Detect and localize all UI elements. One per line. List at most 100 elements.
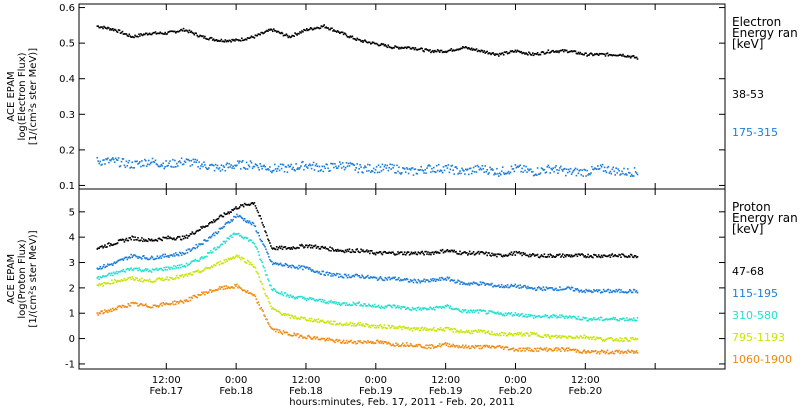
data-point [453, 328, 455, 330]
data-point [307, 334, 310, 337]
data-point [626, 256, 628, 258]
data-point [618, 319, 620, 322]
data-point [403, 325, 405, 328]
data-point [371, 252, 374, 254]
data-point [325, 26, 327, 28]
data-point [387, 304, 390, 306]
data-point [266, 251, 268, 253]
data-point [115, 270, 118, 273]
data-point [466, 346, 468, 349]
data-point [620, 350, 622, 353]
data-point [397, 251, 399, 253]
data-point [237, 256, 239, 258]
data-point [404, 327, 407, 329]
data-point [286, 247, 289, 250]
data-point [250, 223, 253, 226]
data-point [515, 348, 518, 351]
data-point [406, 46, 409, 48]
data-point [173, 303, 175, 306]
data-point [312, 270, 315, 273]
data-point [137, 279, 139, 282]
data-point [371, 170, 374, 173]
data-point [516, 285, 519, 288]
data-point [354, 325, 357, 327]
y-tick-label: 3 [69, 258, 75, 269]
data-point [452, 250, 454, 253]
data-point [301, 30, 303, 32]
data-point [290, 266, 293, 269]
data-point [233, 232, 235, 235]
data-point [500, 347, 503, 349]
data-point [325, 302, 327, 304]
data-point [373, 342, 376, 344]
data-point [433, 166, 435, 169]
data-point [410, 280, 413, 282]
data-point [380, 170, 383, 172]
data-point [514, 283, 517, 286]
data-point [513, 314, 516, 317]
data-point [558, 316, 560, 319]
data-point [118, 29, 121, 32]
data-point [464, 309, 466, 311]
data-point [322, 25, 325, 27]
data-point [392, 343, 394, 346]
data-point [539, 316, 542, 319]
data-point [170, 302, 172, 305]
data-point [144, 240, 146, 242]
data-point [453, 173, 455, 175]
data-point [110, 308, 112, 311]
data-point [507, 52, 510, 54]
data-point [101, 283, 103, 285]
data-point [518, 347, 520, 350]
data-point [170, 254, 172, 256]
data-point [354, 341, 357, 343]
data-point [130, 302, 132, 304]
data-point [484, 332, 486, 335]
data-point [534, 333, 537, 336]
data-point [239, 257, 241, 259]
data-point [434, 346, 436, 348]
data-point [539, 335, 542, 338]
data-point [282, 294, 285, 297]
data-point [408, 329, 411, 331]
data-point [171, 303, 173, 305]
data-point [301, 335, 303, 337]
data-point [254, 205, 257, 207]
data-point [588, 173, 590, 175]
data-point [276, 262, 279, 265]
data-point [582, 175, 584, 177]
data-point [598, 289, 601, 291]
data-point [102, 274, 104, 277]
data-point [129, 257, 131, 259]
data-point [612, 316, 615, 319]
data-point [426, 279, 428, 281]
data-point [225, 285, 228, 287]
data-point [558, 349, 560, 351]
data-point [245, 221, 248, 224]
data-point [342, 165, 345, 168]
data-point [633, 350, 636, 353]
data-point [598, 319, 601, 321]
data-point [152, 31, 155, 34]
data-point [525, 165, 527, 168]
data-point [201, 291, 203, 293]
data-point [356, 37, 358, 40]
data-point [570, 336, 573, 339]
data-point [566, 171, 569, 174]
data-point [526, 53, 528, 55]
data-point [345, 302, 348, 304]
data-point [292, 246, 294, 248]
data-point [98, 283, 100, 285]
data-point [555, 334, 557, 337]
data-point [112, 28, 114, 30]
data-point [443, 51, 446, 53]
data-point [319, 170, 322, 172]
data-point [349, 321, 352, 324]
data-point [283, 34, 286, 36]
data-point [365, 322, 367, 325]
data-point [496, 332, 498, 335]
data-point [534, 289, 537, 292]
data-point [199, 34, 201, 37]
data-point [480, 283, 483, 286]
data-point [282, 313, 285, 315]
